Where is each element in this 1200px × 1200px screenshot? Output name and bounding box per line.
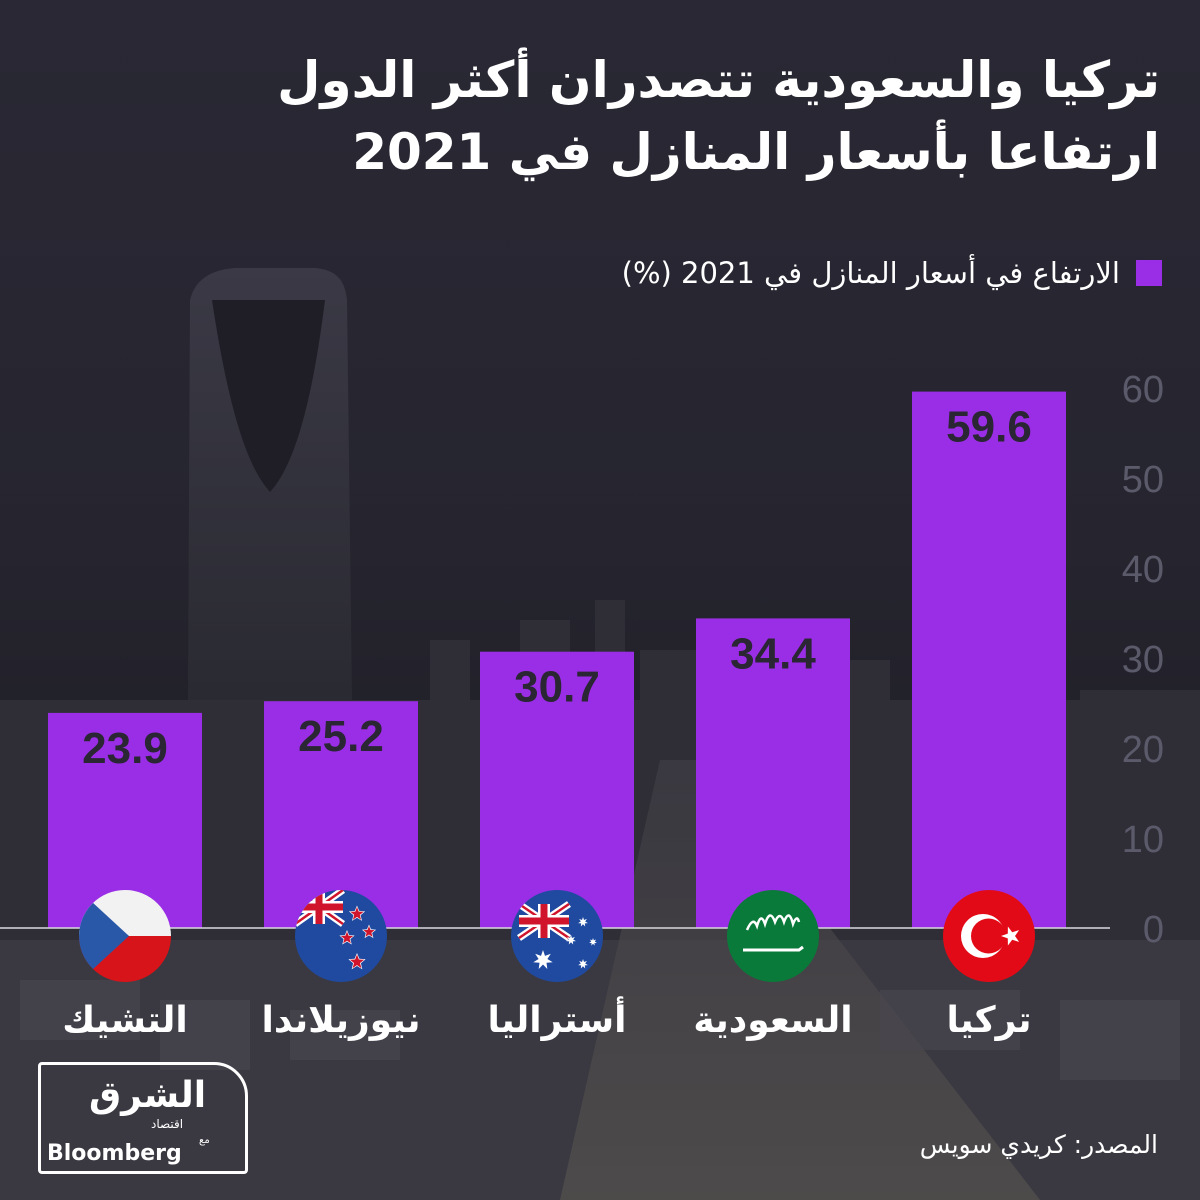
logo-main-text: الشرق — [89, 1075, 207, 1116]
logo-bloomberg-text: Bloomberg — [47, 1141, 182, 1166]
y-tick-label: 0 — [1143, 909, 1164, 951]
saudi-flag-icon — [727, 890, 819, 982]
chart-title: تركيا والسعودية تتصدران أكثر الدول ارتفا… — [160, 44, 1160, 188]
category-label: التشيك — [62, 1000, 187, 1041]
title-line-1: تركيا والسعودية تتصدران أكثر الدول — [277, 51, 1160, 109]
bar-value-label: 30.7 — [514, 663, 600, 712]
bar-value-label: 23.9 — [82, 724, 168, 773]
y-tick-label: 20 — [1122, 729, 1164, 771]
czech-flag-icon — [79, 890, 171, 982]
legend-swatch — [1136, 260, 1162, 286]
category-label: تركيا — [946, 1000, 1031, 1041]
title-line-2: ارتفاعا بأسعار المنازل في 2021 — [352, 123, 1160, 181]
y-tick-label: 40 — [1122, 549, 1164, 591]
logo-with-text: مع — [199, 1135, 210, 1146]
y-tick-label: 30 — [1122, 639, 1164, 681]
logo-sub-text: اقتصاد — [151, 1117, 184, 1131]
bar-value-label: 34.4 — [730, 629, 816, 678]
bar-value-label: 25.2 — [298, 712, 384, 761]
legend: الارتفاع في أسعار المنازل في 2021 (%) — [622, 256, 1162, 290]
category-label: السعودية — [693, 1000, 852, 1041]
avenue — [560, 760, 1040, 1200]
category-label: نيوزيلاندا — [261, 1000, 420, 1041]
asharq-bloomberg-logo: الشرق اقتصاد مع Bloomberg — [38, 1062, 248, 1174]
bar — [912, 391, 1066, 929]
bar — [480, 651, 634, 928]
source-note: المصدر: كريدي سويس — [919, 1130, 1158, 1159]
y-tick-label: 60 — [1122, 369, 1164, 411]
australia-flag-icon — [511, 890, 603, 982]
turkey-flag-icon — [943, 890, 1035, 982]
category-label: أستراليا — [488, 996, 627, 1041]
bar-value-label: 59.6 — [946, 403, 1032, 452]
legend-label: الارتفاع في أسعار المنازل في 2021 (%) — [621, 256, 1120, 290]
y-tick-label: 50 — [1122, 459, 1164, 501]
bar — [696, 618, 850, 928]
y-tick-label: 10 — [1122, 819, 1164, 861]
new-zealand-flag-icon — [295, 890, 387, 982]
